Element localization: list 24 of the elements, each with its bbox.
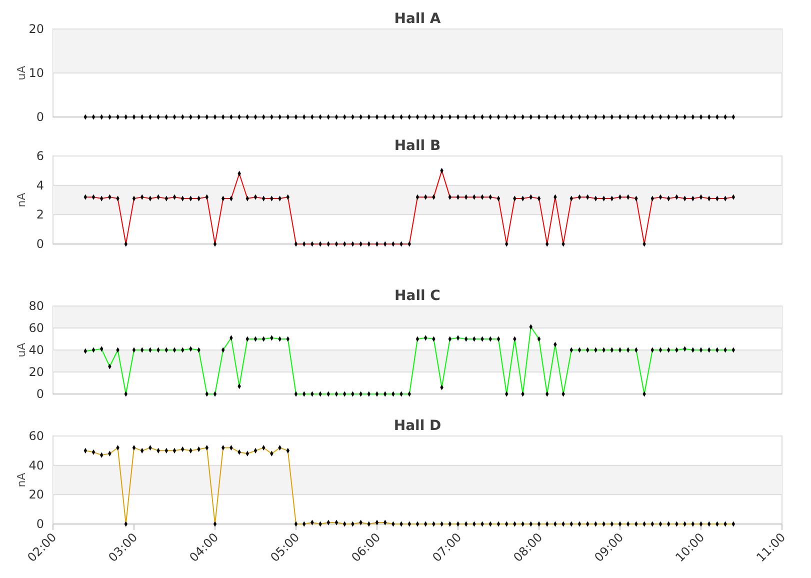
y-tick-label: 4 xyxy=(36,178,44,192)
y-tick-label: 10 xyxy=(28,66,44,80)
y-tick-label: 2 xyxy=(36,208,44,222)
chart-title: Hall D xyxy=(394,418,442,434)
y-tick-label: 0 xyxy=(36,387,44,401)
y-axis-title: nA xyxy=(15,472,28,488)
y-tick-label: 60 xyxy=(28,321,44,335)
y-axis-title: uA xyxy=(15,342,28,358)
y-tick-label: 0 xyxy=(36,517,44,531)
y-tick-label: 0 xyxy=(36,110,44,124)
y-tick-label: 60 xyxy=(28,429,44,443)
y-tick-label: 6 xyxy=(36,149,44,163)
y-tick-label: 40 xyxy=(28,343,44,357)
y-axis-title: nA xyxy=(15,192,28,208)
y-tick-label: 0 xyxy=(36,237,44,251)
chart-title: Hall A xyxy=(394,11,441,27)
chart-title: Hall C xyxy=(394,288,440,304)
chart-title: Hall B xyxy=(394,138,441,154)
y-tick-label: 80 xyxy=(28,299,44,313)
y-tick-label: 20 xyxy=(28,488,44,502)
y-axis-title: uA xyxy=(15,65,28,80)
y-tick-label: 20 xyxy=(28,22,44,36)
y-tick-label: 20 xyxy=(28,365,44,379)
y-tick-label: 40 xyxy=(28,458,44,472)
